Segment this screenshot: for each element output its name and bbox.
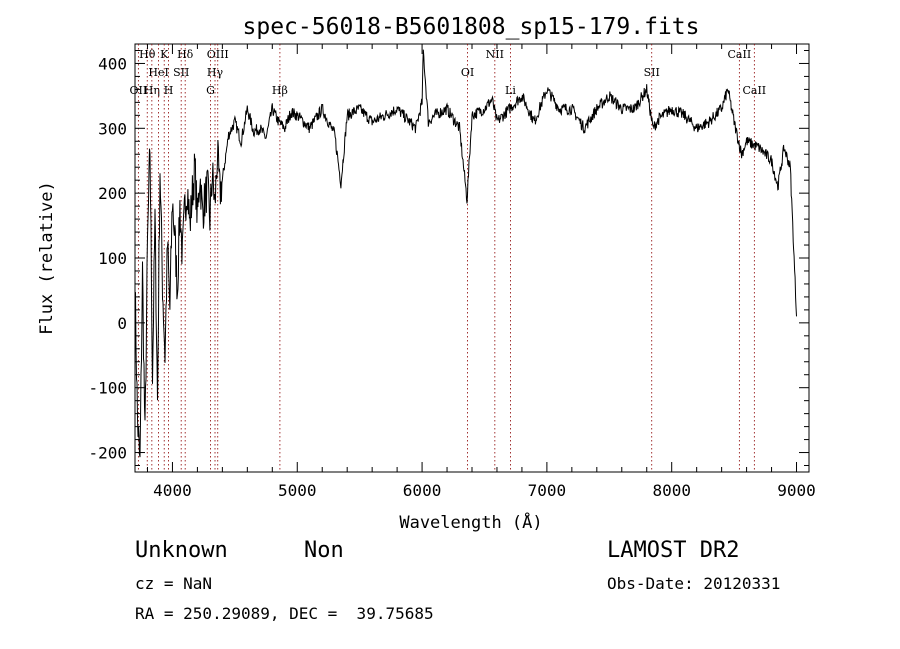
x-tick-label: 7000	[528, 481, 567, 500]
x-axis-label: Wavelength (Å)	[399, 511, 542, 533]
object-subclass: Non	[304, 538, 344, 563]
x-tick-label: 5000	[278, 481, 317, 500]
line-marker-label: Hβ	[272, 84, 288, 97]
line-marker-label: Hθ	[139, 48, 156, 61]
y-tick-label: 300	[98, 119, 127, 138]
line-marker-label: K	[160, 48, 169, 61]
y-axis-label: Flux (relative)	[37, 181, 57, 335]
line-marker-label: Li	[505, 84, 516, 97]
line-marker-label: Hη	[144, 84, 160, 97]
y-tick-label: 400	[98, 54, 127, 73]
chart-title: spec-56018-B5601808_sp15-179.fits	[243, 14, 700, 40]
y-tick-label: 100	[98, 249, 127, 268]
obs-date: Obs-Date: 20120331	[607, 574, 781, 593]
x-tick-label: 9000	[777, 481, 816, 500]
line-marker-label: SII	[173, 66, 189, 79]
y-tick-label: 200	[98, 184, 127, 203]
spectrum-line	[134, 49, 797, 458]
line-marker-label: CaII	[742, 84, 766, 97]
ra-dec-coords: RA = 250.29089, DEC = 39.75685	[135, 604, 434, 623]
plot-frame	[134, 43, 810, 473]
line-marker-label: Hγ	[207, 66, 224, 79]
x-tick-label: 4000	[153, 481, 192, 500]
line-marker-label: NII	[486, 48, 504, 61]
y-tick-label: 0	[117, 314, 127, 333]
line-marker-label: Hδ	[177, 48, 194, 61]
line-marker-label: OIII	[207, 48, 229, 61]
spectrum-plot: spec-56018-B5601808_sp15-179.fits HθOIIH…	[37, 14, 816, 533]
object-type: Unknown	[135, 538, 228, 563]
line-marker-label: G	[206, 84, 215, 97]
y-tick-label: -100	[88, 379, 127, 398]
redshift-cz: cz = NaN	[135, 574, 213, 593]
x-tick-label: 6000	[403, 481, 442, 500]
y-tick-label: -200	[88, 444, 127, 463]
line-marker-label: OI	[461, 66, 474, 79]
survey-name: LAMOST DR2	[607, 538, 740, 563]
axis-ticks: 4000 5000 6000 7000 8000 9000 -200 -100 0 100 200 3…	[88, 44, 816, 500]
line-marker-label: H	[164, 84, 174, 97]
line-marker-label: SII	[644, 66, 660, 79]
line-marker-label: OII	[130, 84, 148, 97]
line-marker-label: HeI	[148, 66, 168, 79]
line-marker-label: CaII	[728, 48, 752, 61]
x-tick-label: 8000	[652, 481, 691, 500]
